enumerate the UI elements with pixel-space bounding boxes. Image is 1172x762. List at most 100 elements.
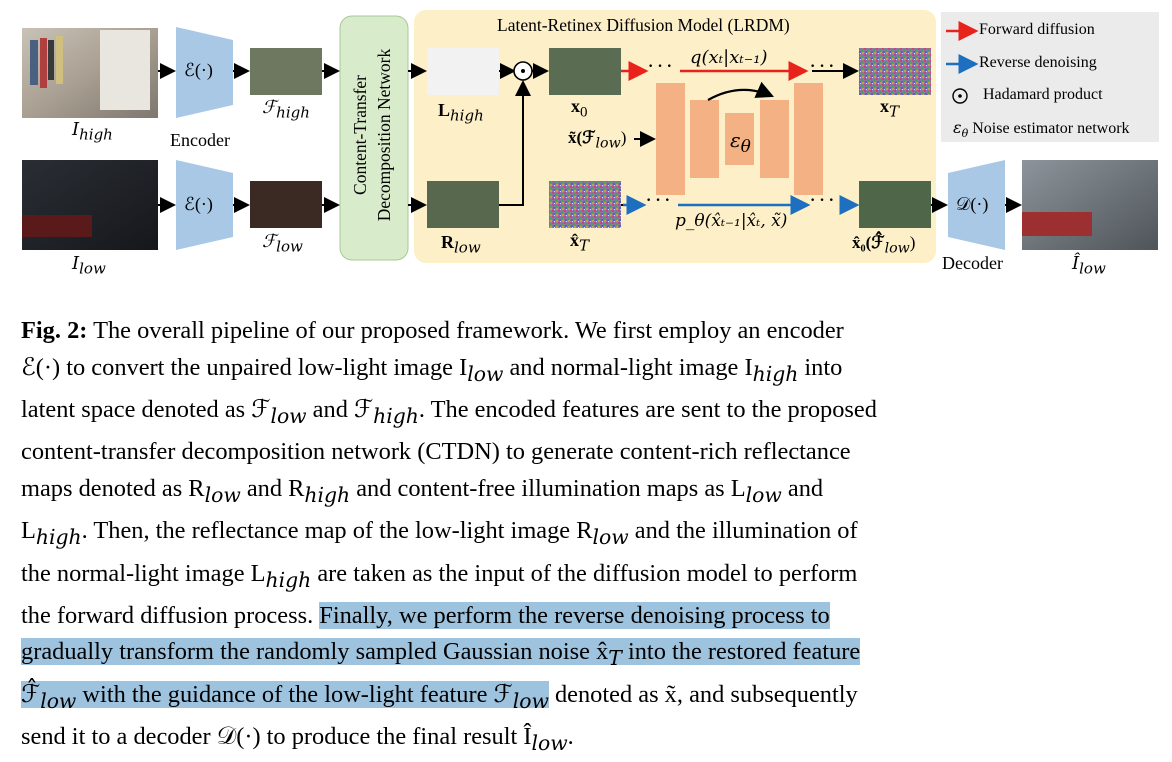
caption-text: denoted as x̃, and subsequently bbox=[548, 680, 858, 708]
caption-line-7: the normal-light image Lhigh are taken a… bbox=[21, 556, 1161, 598]
caption-sub: high bbox=[373, 403, 419, 428]
f-low-symbol: ℱ bbox=[262, 231, 277, 252]
epsilon-sub: θ bbox=[740, 137, 751, 156]
caption-text: and ℱ bbox=[306, 395, 374, 423]
ctdn-label: Content-Transfer Decomposition Network bbox=[348, 15, 400, 255]
f-low-sub: low bbox=[276, 237, 303, 256]
caption-line-6: Lhigh. Then, the reflectance map of the … bbox=[21, 513, 1161, 555]
caption-sub: high bbox=[35, 525, 82, 549]
caption-line-1: Fig. 2: The overall pipeline of our prop… bbox=[21, 313, 1161, 350]
f-low-label: ℱlow bbox=[262, 231, 303, 256]
i-low-hat-sub: low bbox=[1079, 259, 1106, 278]
f-low-thumb bbox=[250, 181, 322, 228]
xhat0-sub: low bbox=[884, 240, 910, 257]
legend-noise-label: Noise estimator network bbox=[972, 120, 1130, 137]
caption-text: The overall pipeline of our proposed fra… bbox=[93, 317, 844, 344]
xhat0-label: x̂₀(ℱ̂low) bbox=[852, 233, 915, 256]
l-high-sub: high bbox=[450, 106, 484, 125]
encoder-symbol-bottom: ℰ(·) bbox=[184, 194, 213, 214]
decoder-symbol: 𝒟(·) bbox=[956, 194, 989, 214]
caption-line-3: latent space denoted as ℱlow and ℱhigh. … bbox=[21, 392, 1161, 434]
i-low-hat-symbol: Î bbox=[1072, 253, 1080, 274]
caption-sub: low bbox=[531, 731, 568, 755]
i-high-symbol: I bbox=[72, 119, 80, 140]
forward-equation: q(xₜ|xₜ₋₁) bbox=[690, 47, 768, 68]
caption-text: into bbox=[798, 353, 843, 381]
xhatT-sub: T bbox=[579, 236, 590, 255]
l-high-thumb bbox=[427, 48, 499, 95]
caption-highlight: Finally, we perform the reverse denoisin… bbox=[319, 601, 830, 629]
i-low-hat-label: Îlow bbox=[1072, 253, 1106, 278]
caption-text: send it to a decoder 𝒟(·) to produce the… bbox=[21, 723, 532, 751]
caption-text: and content-free illumination maps as L bbox=[350, 474, 746, 502]
figure-caption: Fig. 2: The overall pipeline of our prop… bbox=[21, 313, 1161, 762]
epsilon-label: εθ bbox=[730, 128, 751, 156]
caption-sub: low bbox=[204, 482, 241, 507]
condition-close: ) bbox=[620, 128, 627, 147]
encoder-top bbox=[176, 27, 233, 118]
condition-label: x̃(ℱlow) bbox=[568, 128, 626, 151]
caption-sub: low bbox=[745, 482, 782, 507]
xT-thumb bbox=[859, 48, 931, 95]
caption-sub: low bbox=[512, 688, 549, 713]
caption-sub: low bbox=[592, 525, 629, 549]
encoder-bottom bbox=[176, 160, 233, 250]
caption-text: content-transfer decomposition network (… bbox=[21, 438, 851, 466]
clothes-shapes bbox=[30, 30, 150, 110]
caption-text: with the guidance of the low-light featu… bbox=[76, 680, 513, 708]
caption-line-11: send it to a decoder 𝒟(·) to produce the… bbox=[21, 719, 1161, 761]
encoder-label: Encoder bbox=[170, 130, 230, 150]
ctdn-label-line1: Content-Transfer bbox=[350, 75, 370, 195]
r-low-thumb bbox=[427, 181, 499, 228]
xhat0-symbol: x̂₀(ℱ̂ bbox=[852, 233, 885, 252]
caption-line-9: gradually transform the randomly sampled… bbox=[21, 634, 1161, 676]
r-low-symbol: R bbox=[441, 232, 454, 252]
caption-highlight: ℱ̂ low with the guidance of the low-light… bbox=[21, 680, 549, 713]
f-high-thumb bbox=[250, 48, 322, 95]
xhatT-thumb bbox=[549, 181, 621, 228]
x0-label: x0 bbox=[571, 96, 588, 122]
caption-line-5: maps denoted as Rlow and Rhigh and conte… bbox=[21, 471, 1161, 513]
x0-thumb bbox=[549, 48, 621, 95]
i-low-symbol: I bbox=[72, 253, 80, 274]
caption-text: into the restored feature bbox=[621, 638, 861, 666]
caption-text: are taken as the input of the diffusion … bbox=[311, 559, 858, 587]
ctdn-label-line2: Decomposition Network bbox=[374, 48, 394, 222]
caption-text: and normal-light image I bbox=[503, 353, 753, 381]
ctdn-box bbox=[339, 15, 409, 261]
caption-fig-label: Fig. 2: bbox=[21, 317, 88, 344]
reverse-equation: p_θ(x̂ₜ₋₁|x̂ₜ, x̃) bbox=[675, 211, 788, 231]
legend-noise: εθ Noise estimator network bbox=[953, 118, 1130, 140]
caption-text: L bbox=[21, 517, 36, 545]
i-high-sub: high bbox=[79, 125, 113, 144]
caption-text: gradually transform the randomly sampled… bbox=[21, 638, 609, 666]
l-high-symbol: L bbox=[438, 100, 451, 120]
ellipsis-forward-1: · · · bbox=[648, 58, 673, 75]
ellipsis-reverse-2: · · · bbox=[810, 192, 835, 209]
xhatT-label: x̂T bbox=[570, 230, 589, 255]
caption-line-10: ℱ̂ low with the guidance of the low-light… bbox=[21, 677, 1161, 719]
encoder-symbol-top: ℰ(·) bbox=[184, 60, 213, 80]
legend-hadamard: Hadamard product bbox=[983, 86, 1103, 103]
xhatT-symbol: x̂ bbox=[570, 230, 579, 250]
caption-line-8: the forward diffusion process. Finally, … bbox=[21, 598, 1161, 635]
xhat0-thumb bbox=[859, 181, 931, 228]
caption-sub: low bbox=[270, 403, 307, 428]
caption-text: ℱ̂ bbox=[21, 680, 41, 708]
x0-sub: 0 bbox=[580, 104, 588, 121]
xT-label: xT bbox=[880, 96, 899, 121]
caption-line-2: ℰ(·) to convert the unpaired low-light i… bbox=[21, 350, 1161, 392]
caption-text: . The encoded features are sent to the p… bbox=[418, 395, 877, 423]
xT-symbol: x bbox=[880, 96, 889, 116]
legend-forward: Forward diffusion bbox=[979, 21, 1095, 38]
lrdm-title: Latent-Retinex Diffusion Model (LRDM) bbox=[497, 15, 790, 35]
f-high-symbol: ℱ bbox=[262, 97, 277, 118]
caption-sub: low bbox=[467, 361, 504, 386]
caption-text: . bbox=[567, 723, 574, 751]
caption-text: latent space denoted as ℱ bbox=[21, 395, 271, 423]
f-high-sub: high bbox=[276, 103, 310, 122]
skip-arrow bbox=[707, 81, 775, 101]
x0-symbol: x bbox=[571, 96, 580, 116]
f-high-label: ℱhigh bbox=[262, 97, 310, 122]
epsilon-symbol: ε bbox=[730, 128, 741, 152]
